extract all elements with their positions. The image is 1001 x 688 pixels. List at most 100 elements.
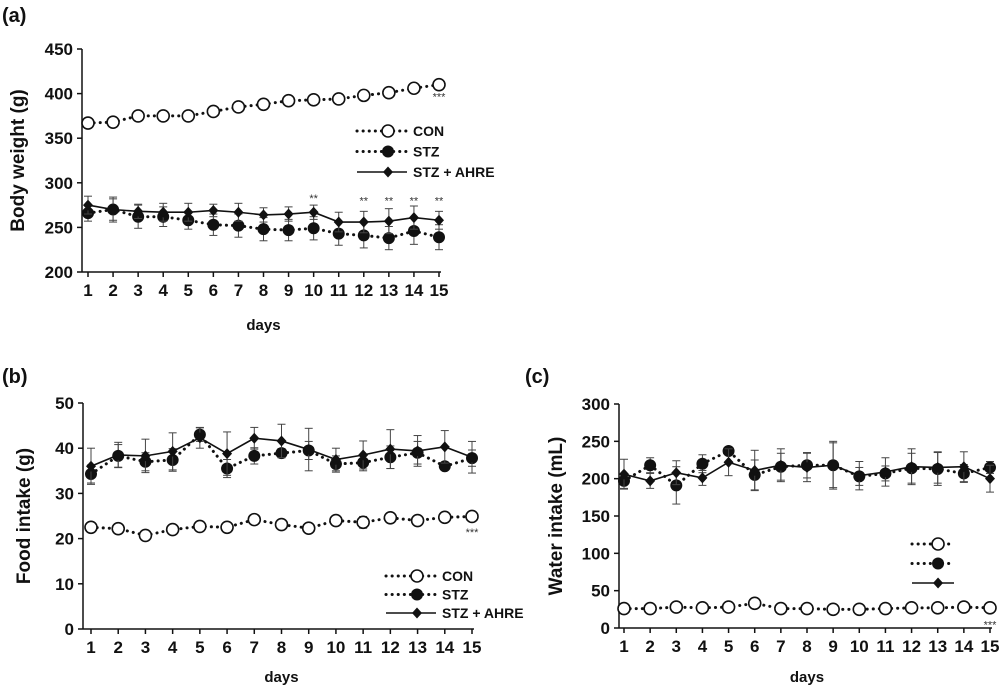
data-point bbox=[747, 596, 762, 611]
data-point bbox=[774, 601, 788, 616]
data-point bbox=[247, 512, 262, 527]
data-point bbox=[432, 77, 446, 92]
data-point bbox=[408, 212, 419, 224]
x-axis-label: days bbox=[264, 669, 298, 686]
x-tick-label: 15 bbox=[430, 281, 449, 300]
data-point bbox=[671, 467, 682, 479]
data-point bbox=[358, 216, 369, 228]
legend-label: CON bbox=[442, 568, 473, 584]
data-point bbox=[301, 521, 316, 536]
data-point bbox=[303, 444, 314, 456]
data-point bbox=[407, 224, 420, 237]
data-point bbox=[306, 93, 321, 107]
data-point bbox=[826, 602, 840, 617]
y-tick-label: 30 bbox=[55, 484, 74, 503]
x-tick-label: 6 bbox=[750, 637, 759, 656]
significance-marker: ** bbox=[360, 196, 369, 208]
series-2 bbox=[86, 423, 477, 485]
legend-entry: CON bbox=[355, 123, 444, 139]
legend-marker bbox=[412, 607, 422, 619]
y-tick-label: 300 bbox=[45, 174, 73, 193]
data-point bbox=[108, 204, 119, 216]
data-point bbox=[439, 441, 450, 453]
data-point bbox=[140, 450, 151, 462]
data-point bbox=[222, 448, 233, 460]
panel-label: (a) bbox=[2, 5, 26, 27]
significance-marker: *** bbox=[433, 91, 447, 103]
legend-entry: STZ bbox=[384, 587, 469, 603]
legend-entry: STZ bbox=[355, 144, 440, 160]
data-point bbox=[233, 206, 244, 218]
x-tick-label: 6 bbox=[209, 281, 218, 300]
significance-marker: ** bbox=[435, 196, 444, 208]
data-point bbox=[281, 93, 296, 108]
data-point bbox=[81, 116, 95, 130]
y-tick-label: 100 bbox=[582, 544, 610, 563]
legend-entry bbox=[910, 537, 956, 551]
x-tick-label: 9 bbox=[284, 281, 293, 300]
data-point bbox=[644, 459, 657, 472]
legend-label: STZ + AHRE bbox=[413, 164, 495, 180]
x-tick-label: 9 bbox=[828, 637, 837, 656]
data-point bbox=[697, 472, 708, 484]
y-tick-label: 50 bbox=[55, 394, 74, 413]
data-point bbox=[86, 460, 96, 472]
x-tick-label: 4 bbox=[158, 281, 168, 300]
series-2 bbox=[83, 195, 444, 235]
data-point bbox=[307, 222, 320, 235]
data-point bbox=[333, 216, 344, 228]
y-tick-label: 50 bbox=[591, 582, 610, 601]
data-point bbox=[828, 459, 839, 471]
data-point bbox=[158, 206, 169, 218]
data-point bbox=[437, 510, 452, 525]
y-tick-label: 400 bbox=[45, 85, 73, 104]
y-axis-label: Food intake (g) bbox=[14, 448, 35, 584]
series-0 bbox=[617, 596, 997, 617]
x-tick-label: 8 bbox=[259, 281, 268, 300]
x-tick-label: 14 bbox=[954, 637, 973, 656]
data-point bbox=[282, 224, 295, 237]
data-point bbox=[465, 509, 479, 524]
y-tick-label: 300 bbox=[582, 395, 610, 414]
x-tick-label: 13 bbox=[928, 637, 947, 656]
data-point bbox=[220, 520, 234, 535]
data-point bbox=[383, 511, 398, 525]
data-point bbox=[645, 475, 656, 487]
x-tick-label: 11 bbox=[354, 638, 372, 657]
y-tick-label: 0 bbox=[65, 620, 74, 639]
legend-marker bbox=[411, 588, 423, 601]
x-tick-label: 11 bbox=[876, 637, 894, 656]
data-point bbox=[111, 521, 126, 536]
x-axis-label: days bbox=[246, 317, 280, 334]
x-tick-label: 5 bbox=[724, 637, 733, 656]
x-tick-label: 1 bbox=[83, 281, 92, 300]
x-tick-label: 6 bbox=[222, 638, 231, 657]
data-point bbox=[276, 435, 287, 447]
significance-marker: *** bbox=[984, 619, 998, 631]
y-tick-label: 200 bbox=[582, 470, 610, 489]
legend-entry: CON bbox=[384, 568, 473, 584]
data-point bbox=[930, 601, 945, 615]
data-point bbox=[617, 601, 631, 616]
data-point bbox=[467, 451, 477, 463]
x-tick-label: 14 bbox=[435, 638, 454, 657]
data-point bbox=[407, 81, 421, 96]
x-tick-label: 12 bbox=[354, 281, 373, 300]
data-point bbox=[802, 461, 812, 473]
data-point bbox=[356, 88, 371, 103]
series-0 bbox=[84, 509, 479, 543]
data-point bbox=[957, 600, 971, 614]
x-tick-label: 15 bbox=[981, 637, 1000, 656]
data-point bbox=[985, 473, 995, 485]
data-point bbox=[113, 449, 124, 461]
legend-entry bbox=[910, 557, 956, 570]
legend-entry: STZ + AHRE bbox=[357, 164, 495, 180]
x-tick-label: 12 bbox=[902, 637, 921, 656]
legend-label: CON bbox=[413, 123, 444, 139]
legend-marker bbox=[382, 145, 394, 158]
x-tick-label: 2 bbox=[113, 638, 122, 657]
data-point bbox=[138, 528, 153, 543]
legend-label: STZ + AHRE bbox=[442, 605, 524, 621]
